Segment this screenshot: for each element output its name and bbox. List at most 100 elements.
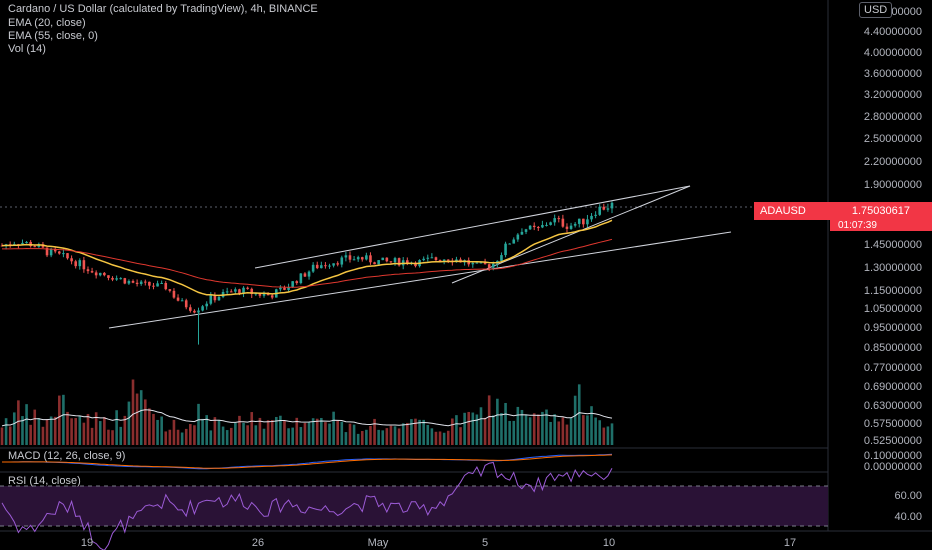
volume-bar — [340, 421, 344, 445]
volume-bar — [336, 420, 340, 445]
candle-body — [62, 253, 65, 255]
candle-body — [209, 295, 213, 304]
volume-bar — [545, 409, 548, 445]
price-axis-label: 2.50000000 — [863, 133, 922, 145]
volume-bar — [586, 415, 589, 445]
candle-body — [66, 253, 69, 259]
volume-bar — [90, 427, 94, 445]
candle-body — [385, 257, 389, 262]
candle-body — [266, 293, 270, 296]
volume-bar — [500, 412, 503, 445]
price-axis-label: 0.63000000 — [863, 400, 922, 412]
candle-body — [426, 257, 430, 259]
candle-body — [500, 255, 503, 261]
macd-legend[interactable]: MACD (12, 26, close, 9) — [8, 450, 126, 462]
volume-bar — [446, 430, 450, 445]
ema55-legend[interactable]: EMA (55, close, 0) — [8, 30, 98, 42]
volume-legend[interactable]: Vol (14) — [8, 43, 46, 55]
currency-button[interactable]: USD — [859, 2, 893, 18]
candle-body — [602, 206, 606, 210]
candle-body — [53, 249, 57, 252]
candle-body — [582, 218, 585, 225]
candle-body — [58, 251, 61, 254]
ema20-legend[interactable]: EMA (20, close) — [8, 17, 86, 29]
volume-bar — [311, 418, 315, 445]
price-axis-label: 4.00000000 — [863, 47, 922, 59]
price-axis-label: 0.69000000 — [863, 381, 922, 393]
price-axis-label: 1.45000000 — [863, 239, 922, 251]
volume-bar — [8, 426, 12, 445]
candle-body — [103, 272, 106, 276]
candle-body — [70, 258, 73, 262]
trendline-wedge-support — [451, 185, 691, 284]
volume-bar — [123, 415, 127, 445]
price-axis-label: 0.52500000 — [863, 435, 922, 447]
candle-body — [340, 257, 344, 265]
candle-body — [86, 269, 90, 272]
trendline-upper-channel — [254, 185, 691, 269]
macd-axis-label-top: 0.10000000 — [863, 450, 922, 462]
volume-bar — [344, 432, 348, 445]
candle-body — [234, 289, 237, 292]
volume-bar — [487, 395, 491, 445]
chart-title: Cardano / US Dollar (calculated by Tradi… — [8, 3, 318, 15]
volume-bar — [172, 419, 176, 445]
candle-body — [303, 273, 307, 277]
candle-body — [21, 242, 24, 245]
volume-bar — [287, 428, 290, 445]
volume-bar — [283, 420, 286, 445]
candle-body — [41, 244, 45, 248]
volume-bar — [418, 419, 421, 445]
volume-bar — [94, 412, 98, 445]
volume-bar — [324, 422, 327, 445]
candle-body — [434, 257, 438, 261]
candle-body — [193, 310, 196, 313]
volume-bar — [17, 400, 20, 445]
price-axis-label: 1.05000000 — [863, 303, 922, 315]
candle-body — [189, 307, 192, 311]
volume-bar — [549, 421, 552, 445]
volume-bar — [295, 417, 299, 445]
volume-bar — [103, 417, 106, 445]
volume-bar — [524, 414, 528, 445]
volume-bar — [598, 420, 602, 445]
rsi-axis-label-40: 40.00 — [894, 511, 922, 523]
candle-body — [577, 218, 581, 224]
volume-bar — [111, 430, 114, 445]
volume-bar — [98, 421, 102, 445]
volume-bar — [389, 425, 393, 445]
candle-body — [315, 264, 319, 269]
candle-body — [549, 222, 552, 225]
volume-bar — [234, 422, 237, 445]
volume-bar — [377, 429, 380, 445]
volume-bar — [53, 416, 57, 445]
volume-bar — [406, 422, 409, 445]
volume-bar — [74, 418, 77, 445]
volume-bar — [184, 428, 188, 445]
candle-body — [98, 272, 102, 276]
volume-bar — [33, 409, 37, 445]
volume-bar — [606, 426, 610, 445]
candle-body — [479, 262, 483, 264]
volume-bar — [520, 409, 524, 445]
candle-body — [201, 306, 204, 311]
volume-bar — [270, 419, 274, 445]
rsi-legend[interactable]: RSI (14, close) — [8, 475, 81, 487]
volume-bar — [242, 422, 245, 445]
volume-bar — [397, 428, 401, 445]
volume-bar — [508, 420, 511, 445]
price-axis-label: 0.95000000 — [863, 322, 922, 334]
candle-body — [545, 224, 548, 226]
volume-bar — [164, 431, 168, 445]
candle-body — [336, 263, 340, 265]
candle-body — [332, 263, 335, 266]
candle-body — [217, 297, 221, 301]
volume-bar — [12, 412, 16, 445]
candle-body — [283, 287, 286, 290]
candle-body — [262, 293, 266, 296]
volume-bar — [82, 422, 86, 445]
price-axis-label: 1.90000000 — [863, 179, 922, 191]
candle-body — [348, 255, 352, 260]
time-axis-label: 17 — [783, 537, 797, 549]
